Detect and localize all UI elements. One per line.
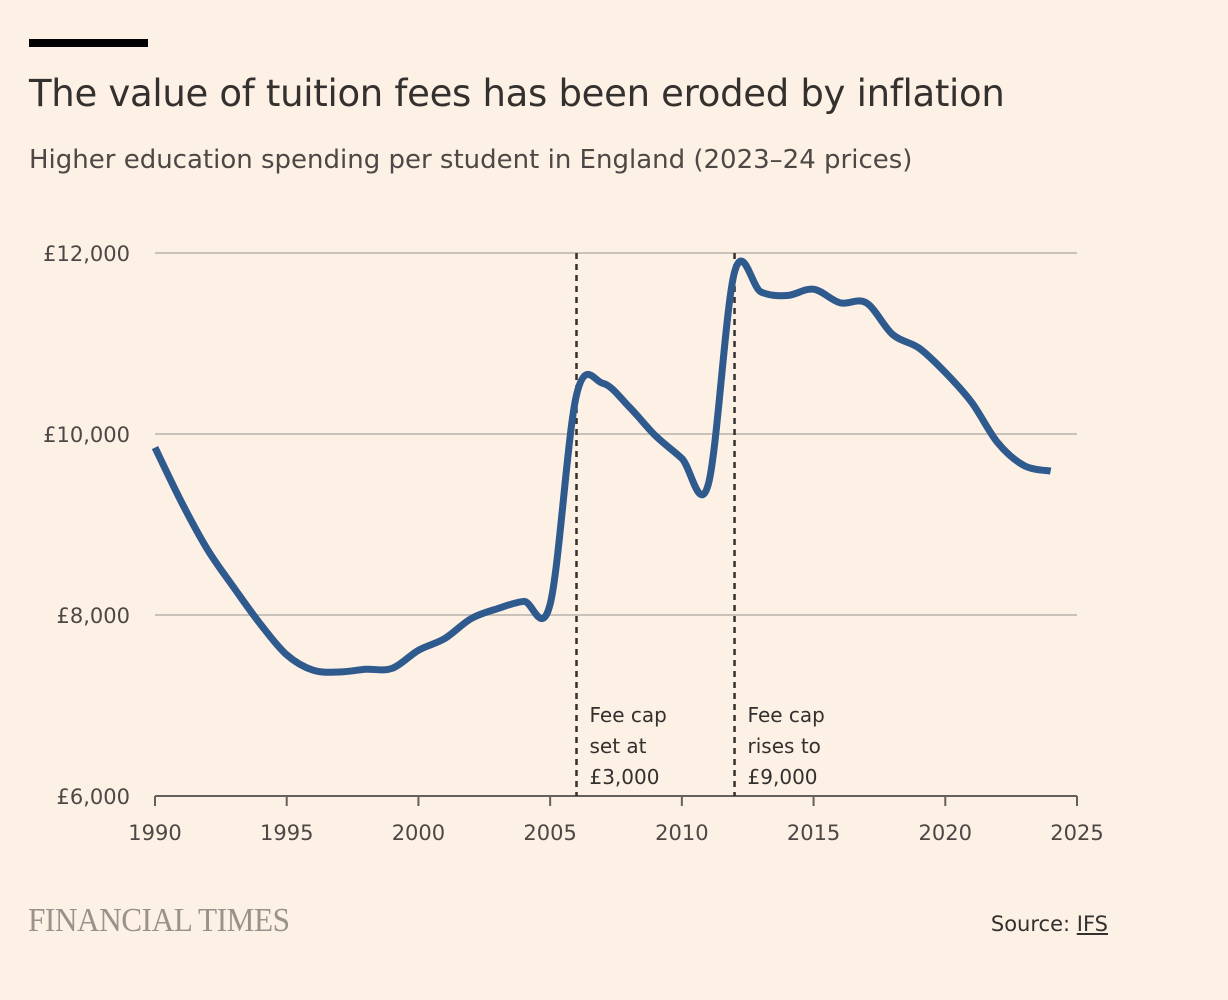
x-tick-label: 2015 [787, 821, 840, 845]
chart-title: The value of tuition fees has been erode… [29, 72, 1005, 115]
annotation-text: £3,000 [589, 765, 659, 789]
y-tick-label: £6,000 [57, 785, 130, 809]
x-tick-label: 2005 [523, 821, 576, 845]
y-tick-label: £12,000 [43, 242, 130, 266]
x-tick-label: 2010 [655, 821, 708, 845]
ft-accent-bar [29, 39, 148, 47]
financial-times-logo: FINANCIAL TIMES [28, 902, 290, 939]
y-tick-label: £10,000 [43, 423, 130, 447]
source-label: Source: [990, 912, 1077, 936]
x-tick-label: 2020 [919, 821, 972, 845]
x-tick-label: 1990 [128, 821, 181, 845]
annotation-text: rises to [748, 734, 821, 758]
chart-subtitle: Higher education spending per student in… [29, 145, 913, 175]
annotation-text: £9,000 [748, 765, 818, 789]
series-line-spending [151, 257, 1052, 676]
x-tick-label: 2025 [1050, 821, 1103, 845]
x-tick-label: 1995 [260, 821, 313, 845]
x-tick-label: 2000 [392, 821, 445, 845]
annotation-text: Fee cap [748, 703, 825, 727]
y-tick-label: £8,000 [57, 604, 130, 628]
source-link[interactable]: IFS [1076, 912, 1108, 936]
annotation-text: Fee cap [589, 703, 666, 727]
annotation-text: set at [589, 734, 646, 758]
source-note: Source: IFS [991, 912, 1108, 936]
